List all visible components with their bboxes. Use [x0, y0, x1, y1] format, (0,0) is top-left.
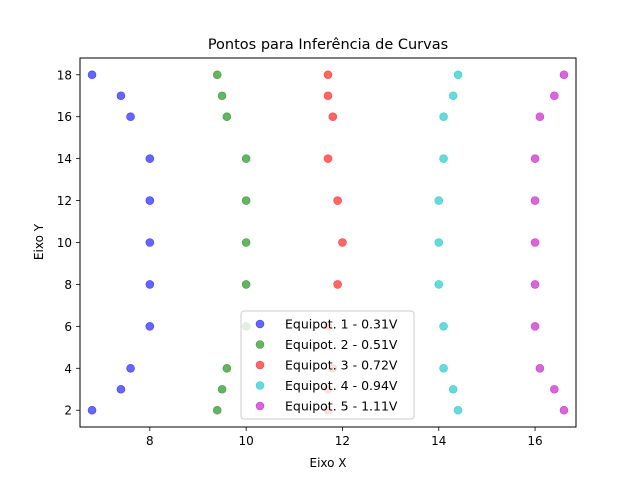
- point-series-4-11: [453, 70, 463, 80]
- point-series-4-6: [434, 238, 444, 247]
- point-series-2-1: [212, 405, 222, 415]
- point-series-3-11: [323, 70, 333, 80]
- x-tick-label-2: 10: [238, 434, 253, 448]
- y-tick-label-2: 4: [64, 362, 72, 376]
- point-series-1-3: [126, 363, 135, 373]
- point-series-2-11: [212, 70, 222, 80]
- legend-label-3: Equipot. 3 - 0.72V: [285, 358, 398, 373]
- points-layer: [87, 70, 569, 415]
- y-axis-ticks: 2 4 6 8 10 12 14 16 18: [57, 68, 80, 418]
- point-series-1-2: [116, 384, 126, 394]
- point-series-5-2: [550, 384, 559, 394]
- x-tick-label-4: 14: [431, 434, 446, 448]
- point-series-5-11: [559, 70, 569, 80]
- point-series-2-2: [217, 384, 227, 394]
- point-series-1-9: [126, 112, 135, 121]
- point-series-1-1: [87, 405, 97, 415]
- x-tick-label-1: 8: [146, 434, 154, 448]
- legend-label-1: Equipot. 1 - 0.31V: [285, 317, 398, 332]
- point-series-3-8: [323, 154, 333, 163]
- legend-label-4: Equipot. 4 - 0.94V: [285, 378, 398, 393]
- x-tick-label-3: 12: [335, 434, 350, 448]
- legend-label-5: Equipot. 5 - 1.11V: [285, 399, 398, 414]
- point-series-5-7: [530, 196, 540, 205]
- point-series-2-8: [241, 154, 251, 163]
- legend: Equipot. 1 - 0.31V Equipot. 2 - 0.51V Equi…: [240, 310, 415, 420]
- point-series-4-10: [448, 91, 458, 101]
- point-series-3-7: [333, 196, 342, 205]
- point-series-5-9: [535, 112, 545, 121]
- legend-box: [240, 310, 415, 420]
- point-series-3-5: [333, 280, 342, 289]
- legend-marker-1: [255, 319, 265, 329]
- point-series-5-3: [535, 363, 545, 373]
- y-tick-label-6: 12: [57, 194, 72, 208]
- point-series-4-2: [448, 384, 458, 394]
- point-series-4-8: [439, 154, 448, 163]
- point-series-2-7: [241, 196, 251, 205]
- point-series-5-6: [530, 238, 540, 247]
- chart-title: Pontos para Inferência de Curvas: [208, 37, 448, 53]
- x-tick-label-5: 16: [527, 434, 542, 448]
- y-tick-label-5: 10: [57, 236, 72, 250]
- y-tick-label-4: 8: [64, 278, 72, 292]
- point-series-1-10: [116, 91, 126, 101]
- point-series-2-3: [222, 363, 232, 373]
- x-axis-ticks: 8 10 12 14 16: [146, 427, 543, 448]
- x-axis-label: Eixo X: [309, 456, 346, 470]
- y-tick-label-3: 6: [64, 320, 72, 334]
- point-series-1-5: [145, 280, 155, 289]
- y-tick-label-8: 16: [57, 110, 72, 124]
- point-series-5-4: [530, 322, 540, 331]
- point-series-5-8: [530, 154, 540, 163]
- point-series-1-8: [145, 154, 155, 163]
- point-series-4-4: [439, 322, 448, 331]
- point-series-3-10: [323, 91, 333, 101]
- point-series-5-1: [559, 405, 569, 415]
- point-series-1-6: [145, 238, 155, 247]
- point-series-4-1: [453, 405, 463, 415]
- legend-marker-4: [255, 381, 265, 390]
- legend-marker-3: [255, 360, 265, 370]
- point-series-2-5: [241, 280, 251, 289]
- y-tick-label-9: 18: [57, 68, 72, 82]
- y-axis-label: Eixo Y: [32, 223, 46, 260]
- point-series-2-10: [217, 91, 227, 101]
- point-series-4-7: [434, 196, 444, 205]
- point-series-4-3: [439, 363, 448, 373]
- y-tick-label-7: 14: [57, 152, 72, 166]
- y-tick-label-1: 2: [64, 404, 72, 418]
- point-series-5-10: [550, 91, 559, 101]
- point-series-3-9: [328, 112, 338, 121]
- point-series-2-9: [222, 112, 232, 121]
- point-series-3-6: [338, 238, 347, 247]
- point-series-5-5: [530, 280, 540, 289]
- legend-marker-5: [255, 401, 265, 411]
- point-series-1-11: [87, 70, 97, 80]
- point-series-2-6: [241, 238, 251, 247]
- legend-marker-2: [255, 340, 265, 349]
- point-series-1-7: [145, 196, 155, 205]
- point-series-4-5: [434, 280, 444, 289]
- point-series-1-4: [145, 322, 155, 331]
- legend-label-2: Equipot. 2 - 0.51V: [285, 337, 398, 352]
- point-series-4-9: [439, 112, 448, 121]
